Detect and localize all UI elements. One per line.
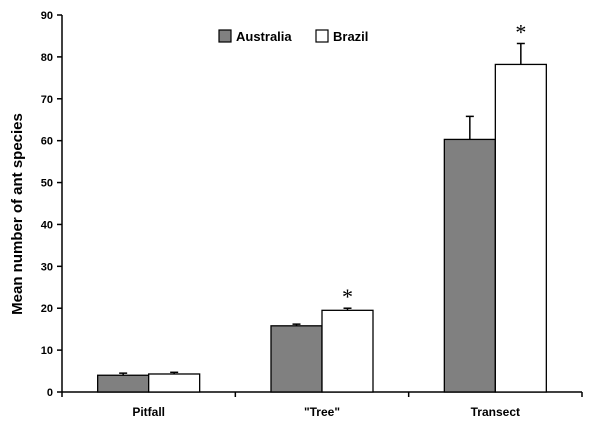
x-axis: Pitfall "Tree" Transect xyxy=(61,391,583,419)
significance-marker: * xyxy=(342,284,353,309)
y-tick-label: 10 xyxy=(41,345,53,357)
y-tick-label: 80 xyxy=(41,52,53,64)
legend-label-australia: Australia xyxy=(236,29,292,44)
bar-brazil-1 xyxy=(321,309,374,393)
y-tick-label: 40 xyxy=(41,219,53,231)
y-tick-label: 60 xyxy=(41,136,53,148)
x-tick-label: Pitfall xyxy=(132,405,165,419)
bar-australia-1 xyxy=(270,325,323,393)
y-tick-label: 30 xyxy=(41,261,53,273)
y-axis: 0 10 20 30 40 50 60 70 80 90 xyxy=(41,10,63,399)
bar-australia-0 xyxy=(97,374,150,393)
legend: Australia Brazil xyxy=(218,29,368,44)
x-tick-label: "Tree" xyxy=(304,405,340,419)
significance-marker: * xyxy=(515,19,526,44)
y-tick-label: 20 xyxy=(41,303,53,315)
bar-australia-2 xyxy=(443,138,496,393)
bar-brazil-2 xyxy=(494,63,547,393)
y-tick-label: 50 xyxy=(41,178,53,190)
y-axis-title: Mean number of ant species xyxy=(9,113,26,315)
y-tick-label: 90 xyxy=(41,10,53,22)
x-tick-label: Transect xyxy=(471,405,520,419)
bar-brazil-0 xyxy=(148,373,201,393)
y-tick-label: 0 xyxy=(47,387,53,399)
legend-label-brazil: Brazil xyxy=(333,29,368,44)
legend-swatch-brazil xyxy=(315,29,329,43)
y-tick-label: 70 xyxy=(41,94,53,106)
legend-swatch-australia xyxy=(218,29,232,43)
bars: ** xyxy=(97,19,547,393)
